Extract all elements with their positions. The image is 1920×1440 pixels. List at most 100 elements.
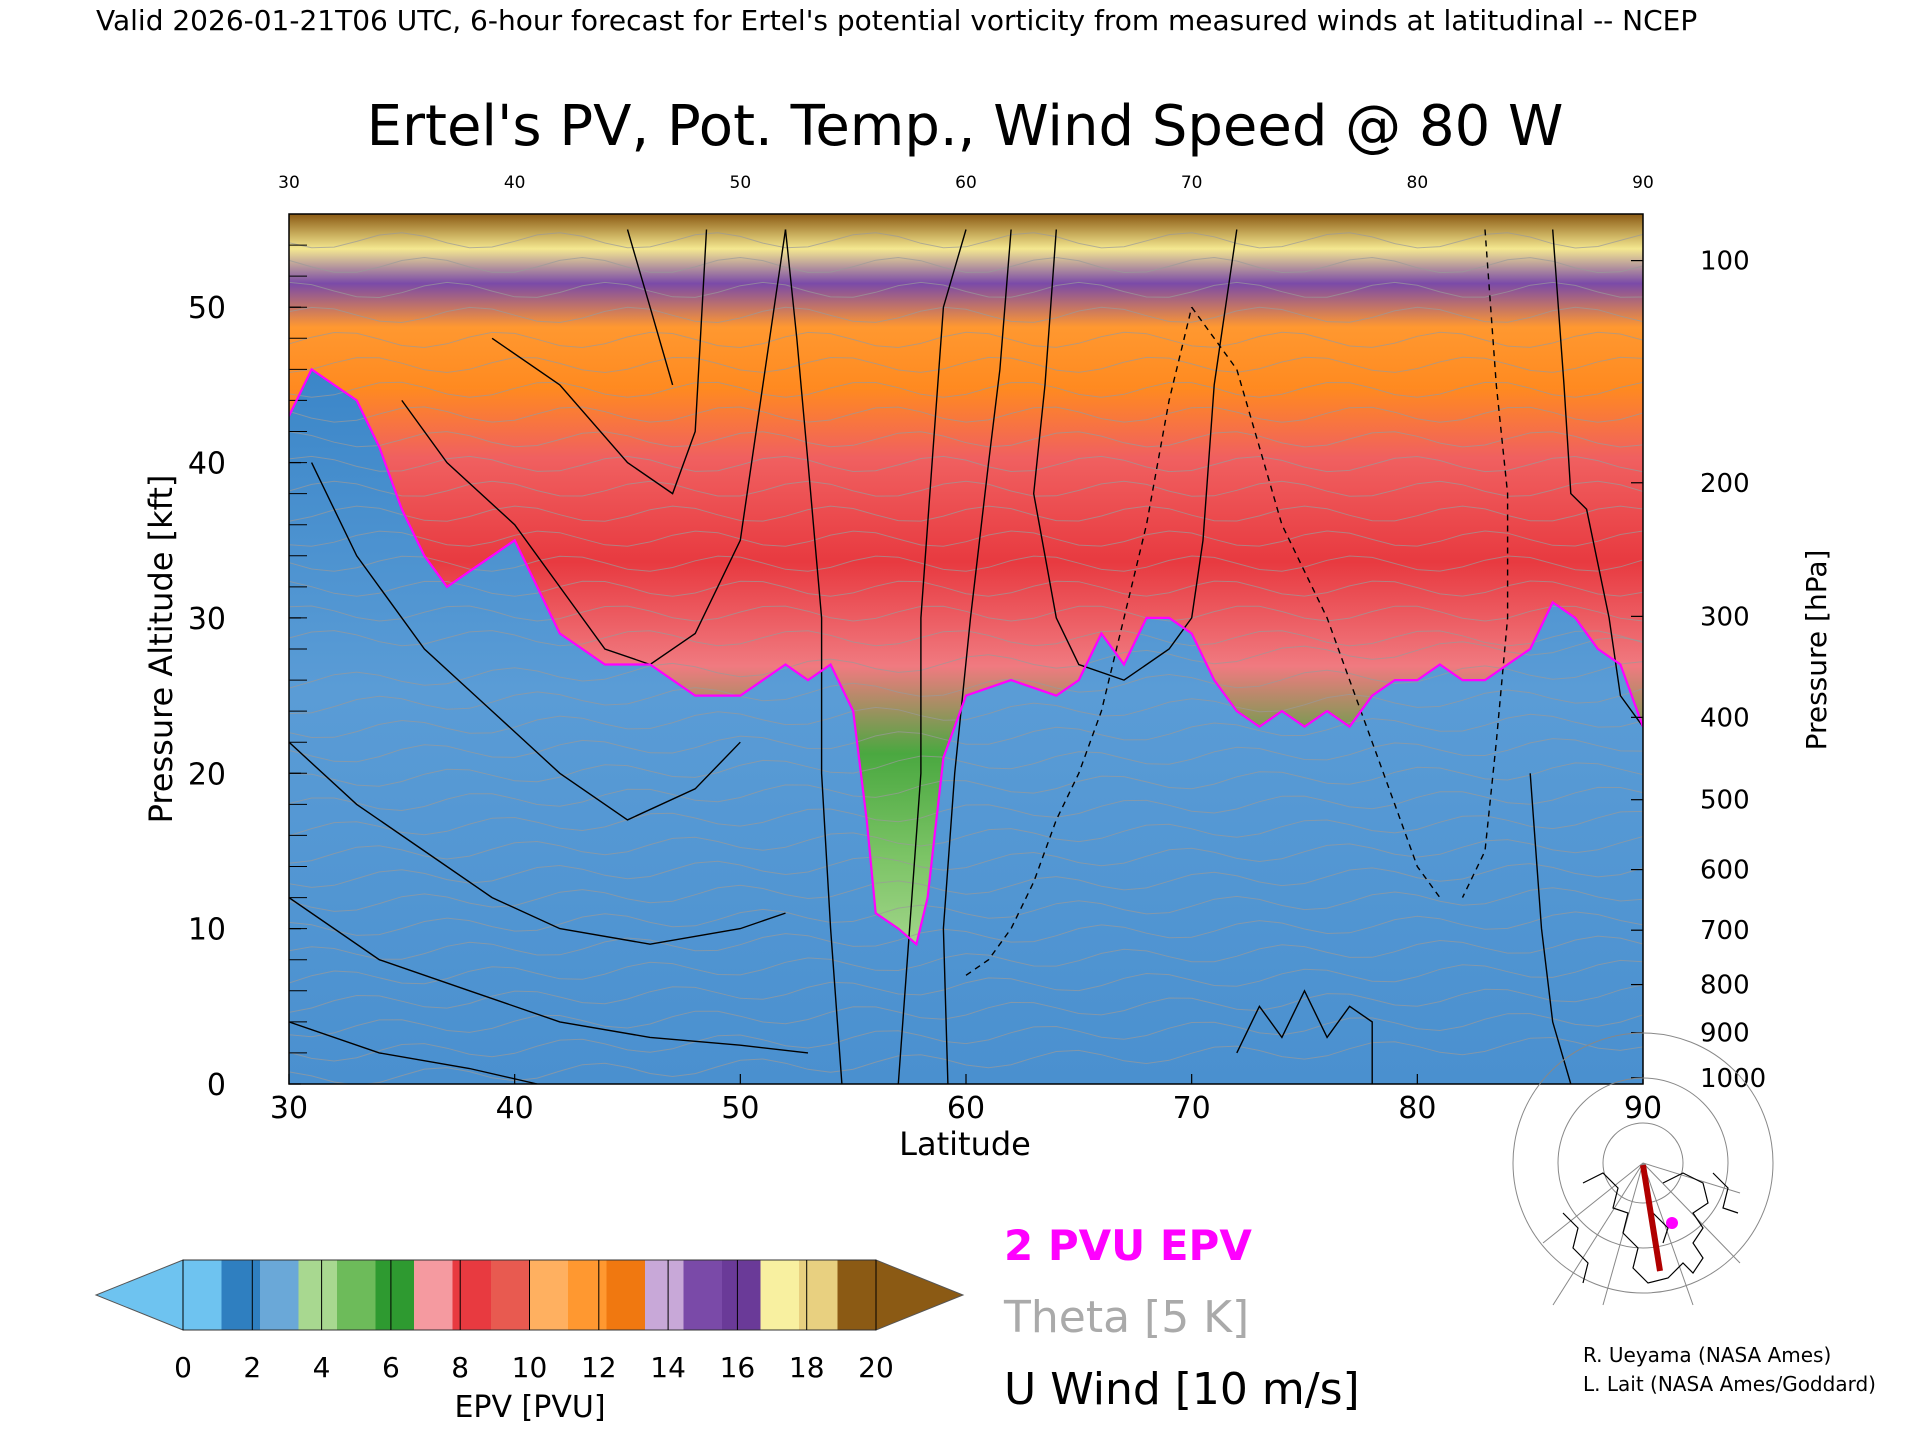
- colorbar-swatch: [837, 1260, 877, 1330]
- theta-contour-line: [289, 863, 1643, 912]
- top-tick-label: 30: [278, 173, 300, 193]
- colorbar-swatch: [606, 1260, 646, 1330]
- wind-contour-line: [1236, 989, 1373, 1084]
- theta-contour-line: [289, 306, 1643, 324]
- top-tick-label: 60: [955, 173, 977, 193]
- wind-contour-line: [942, 229, 1012, 1084]
- colorbar-high-arrow: [875, 1259, 965, 1331]
- y-tick-label: 0: [207, 1068, 226, 1103]
- colorbar-tick-label: 4: [313, 1351, 331, 1384]
- y-tick-label: 20: [188, 757, 226, 792]
- plot-area: [289, 214, 1643, 1084]
- legend-item-wind: U Wind [10 m/s]: [1004, 1364, 1360, 1415]
- wind-contours: [289, 229, 1643, 1084]
- theta-contour-line: [289, 688, 1643, 739]
- theta-contour-line: [289, 786, 1643, 837]
- colorbar-swatch: [760, 1260, 800, 1330]
- top-tick-label: 70: [1181, 173, 1203, 193]
- pressure-tick-label: 200: [1700, 469, 1750, 499]
- theta-contour-line: [289, 887, 1643, 936]
- pressure-tick-label: 600: [1700, 856, 1750, 886]
- theta-contour-line: [289, 911, 1643, 960]
- colorbar-tick-label: 6: [382, 1351, 400, 1384]
- wind-contour-line: [897, 229, 967, 1084]
- theta-contour-line: [289, 356, 1643, 374]
- colorbar-swatch: [568, 1260, 608, 1330]
- pressure-tick-label: 1000: [1700, 1064, 1766, 1094]
- colorbar-tick-label: 20: [858, 1351, 894, 1384]
- pv-low-region: [289, 369, 1643, 1084]
- map-section-line: [1640, 1164, 1663, 1272]
- colorbar-swatch: [221, 1260, 261, 1330]
- colorbar-swatch: [491, 1260, 531, 1330]
- pressure-tick-label: 500: [1700, 786, 1750, 816]
- colorbar-label: EPV [PVU]: [454, 1390, 605, 1425]
- colorbar-tick-label: 8: [451, 1351, 469, 1384]
- map-graticule: [1512, 1032, 1774, 1306]
- y-axis-left: 0 10 20 30 40 50: [188, 291, 301, 1103]
- colorbar-swatch: [337, 1260, 377, 1330]
- pressure-tick-label: 900: [1700, 1019, 1750, 1049]
- colorbar-swatch: [722, 1260, 762, 1330]
- colorbar-swatch: [260, 1260, 300, 1330]
- x-tick-label: 30: [270, 1091, 308, 1126]
- colorbar-swatch: [183, 1260, 223, 1330]
- wind-contour-line: [491, 229, 708, 495]
- theta-contour-line: [289, 431, 1643, 448]
- theta-contour-line: [289, 738, 1643, 787]
- top-tick-label: 50: [730, 173, 752, 193]
- colorbar-swatch: [452, 1260, 492, 1330]
- x-tick-label: 50: [721, 1091, 759, 1126]
- theta-contour-line: [289, 281, 1643, 299]
- theta-contour-line: [289, 1013, 1643, 1062]
- wind-contour-line: [1032, 229, 1238, 681]
- top-tick-label: 80: [1407, 173, 1429, 193]
- colorbar-tick-label: 18: [789, 1351, 825, 1384]
- colorbar-ticks: 0 2 4 6 8 10 12 14 16 18 20: [174, 1260, 894, 1384]
- theta-contour-line: [289, 762, 1643, 812]
- wind-contour-negative: [1461, 229, 1509, 898]
- map-coastlines: [1562, 1172, 1739, 1284]
- legend-item-pv2: 2 PVU EPV: [1004, 1221, 1252, 1270]
- wind-contour-negative: [965, 307, 1193, 976]
- wind-contour-line: [289, 897, 809, 1054]
- legend-item-theta: Theta [5 K]: [1003, 1292, 1249, 1343]
- wind-contour-line: [1552, 229, 1643, 728]
- colorbar-swatch: [683, 1260, 723, 1330]
- x-tick-label: 90: [1624, 1091, 1662, 1126]
- colorbar-tick-label: 2: [243, 1351, 261, 1384]
- wind-contour-line: [626, 229, 674, 386]
- valid-time-header: Valid 2026-01-21T06 UTC, 6-hour forecast…: [96, 4, 1697, 37]
- colorbar-tick-label: 10: [512, 1351, 548, 1384]
- theta-contour-line: [289, 480, 1643, 497]
- wind-contour-line: [289, 741, 786, 945]
- colorbar-low-arrow: [94, 1259, 184, 1331]
- theta-contours: [289, 232, 1643, 1084]
- pv-2-contour: [289, 367, 1643, 947]
- pressure-tick-label: 100: [1700, 247, 1750, 277]
- colorbar-swatch: [375, 1260, 415, 1330]
- wind-contour-line: [401, 229, 787, 666]
- colorbar-swatch: [298, 1260, 338, 1330]
- y-axis-right: 100 200 300 400 500 600 700 800 900 1000: [1631, 247, 1766, 1094]
- legend: 2 PVU EPV Theta [5 K] U Wind [10 m/s]: [1003, 1221, 1360, 1415]
- theta-contour-line: [289, 605, 1643, 622]
- theta-contour-line: [289, 256, 1643, 274]
- theta-contour-line: [289, 713, 1643, 763]
- x-axis-bottom: 30 40 50 60 70 80 90: [270, 1074, 1662, 1126]
- theta-contour-line: [289, 455, 1643, 473]
- theta-contour-line: [289, 984, 1643, 1038]
- theta-contour-line: [289, 836, 1643, 888]
- x-tick-label: 60: [947, 1091, 985, 1126]
- theta-contour-line: [289, 530, 1643, 547]
- y-tick-label: 40: [188, 447, 226, 482]
- wind-contour-negative: [1191, 306, 1441, 899]
- map-inset: [1512, 1032, 1774, 1306]
- theta-contour-line: [289, 406, 1643, 423]
- theta-contour-line: [289, 935, 1643, 985]
- colorbar-swatch: [414, 1260, 454, 1330]
- x-axis-top: 30 40 50 60 70 80 90: [278, 173, 1654, 193]
- theta-contour-line: [289, 810, 1643, 864]
- top-tick-label: 40: [504, 173, 526, 193]
- x-axis-label: Latitude: [899, 1125, 1031, 1163]
